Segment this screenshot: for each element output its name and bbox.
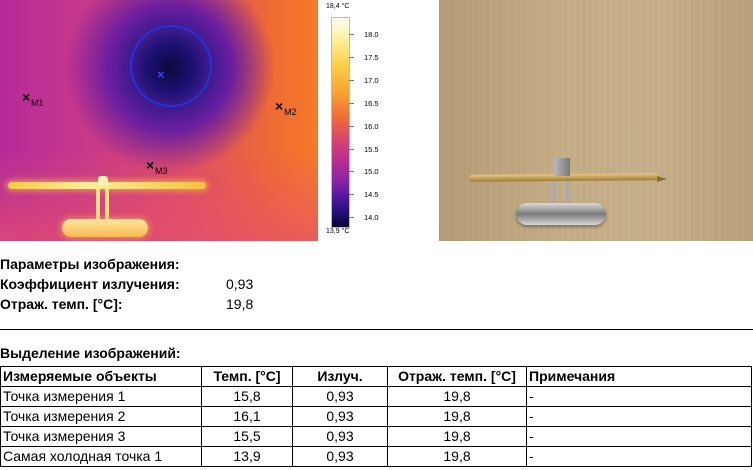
photo-object-leg <box>552 181 556 211</box>
emissivity-value: 0,93 <box>226 276 254 292</box>
table-cell: 16,1 <box>201 406 293 427</box>
scale-tick-mark <box>349 148 354 150</box>
thermal-object-bar <box>8 182 206 189</box>
cross-icon: × <box>275 98 284 114</box>
table-cell: 0,93 <box>292 406 388 427</box>
scale-tick-mark <box>349 171 354 173</box>
visual-photo <box>439 0 753 241</box>
thermal-object-leg <box>96 189 100 231</box>
scale-tick-mark <box>349 56 354 58</box>
column-header: Измеряемые объекты <box>0 366 202 387</box>
measurements-table: Измеряемые объекты Темп. [°C] Излуч. Отр… <box>0 366 752 467</box>
table-cell: 15,5 <box>201 426 293 447</box>
table-cell: - <box>526 446 752 467</box>
scale-tick-mark <box>349 102 354 104</box>
scale-tick-label: 15.0 <box>364 167 379 177</box>
table-header-row: Измеряемые объекты Темп. [°C] Излуч. Отр… <box>0 366 752 387</box>
scale-tick-label: 18.0 <box>364 30 379 39</box>
table-cell: 19,8 <box>387 406 527 427</box>
scale-tick-label: 17.5 <box>364 52 379 62</box>
scale-tick-label: 14.0 <box>364 213 379 223</box>
table-cell: 0,93 <box>292 426 388 447</box>
table-cell: - <box>526 406 752 427</box>
table-cell: 0,93 <box>292 446 388 467</box>
scale-tick-label: 17.0 <box>364 75 379 85</box>
table-cell: 19,8 <box>387 426 527 447</box>
refl-temp-value: 19,8 <box>226 296 254 312</box>
thermal-object-base <box>62 219 148 237</box>
table-cell: 13,9 <box>201 446 293 467</box>
scale-tick-mark <box>349 79 354 81</box>
marker-label: M1 <box>31 98 44 108</box>
scale-tick-label: 16.0 <box>364 121 379 131</box>
scale-tick-mark <box>349 194 354 196</box>
scale-max-label: 18,4 °C <box>326 3 350 10</box>
column-header: Отраж. темп. [°C] <box>387 366 527 387</box>
column-header: Темп. [°C] <box>201 366 293 387</box>
markers-heading: Выделение изображений: <box>0 345 181 361</box>
scale-tick-label: 16.5 <box>364 98 379 108</box>
photo-object-post <box>554 158 570 176</box>
scale-min-label: 13,9 °C <box>326 228 350 235</box>
image-params-heading: Параметры изображения: <box>0 256 180 272</box>
table-cell: Точка измерения 1 <box>0 386 202 407</box>
scale-tick-mark <box>349 125 354 127</box>
scale-tick-mark <box>349 217 354 219</box>
table-cell: - <box>526 386 752 407</box>
marker-label: M3 <box>155 166 168 176</box>
cross-icon: × <box>22 89 31 105</box>
thermal-object-leg <box>105 189 109 231</box>
color-scale-bar <box>331 17 350 228</box>
scale-tick-label: 15.5 <box>364 144 379 154</box>
refl-temp-label: Отраж. темп. [°C]: <box>0 296 123 312</box>
table-cell: Точка измерения 3 <box>0 426 202 447</box>
table-row: Самая холодная точка 1 13,9 0,93 19,8 - <box>0 446 752 467</box>
photo-object-leg <box>566 181 570 211</box>
thermal-image: × × M1 × M2 × M3 <box>0 0 318 241</box>
marker-label: M2 <box>284 107 297 117</box>
table-row: Точка измерения 2 16,1 0,93 19,8 - <box>0 406 752 427</box>
column-header: Примечания <box>526 366 752 387</box>
table-cell: 0,93 <box>292 386 388 407</box>
section-divider <box>0 329 753 330</box>
column-header: Излуч. <box>292 366 388 387</box>
table-cell: 15,8 <box>201 386 293 407</box>
coldest-point-circle <box>130 25 212 107</box>
scale-tick-label: 14.5 <box>364 190 379 200</box>
table-row: Точка измерения 1 15,8 0,93 19,8 - <box>0 386 752 407</box>
photo-object-base <box>516 203 606 225</box>
cross-icon: × <box>146 157 155 173</box>
emissivity-label: Коэффициент излучения: <box>0 276 180 292</box>
table-cell: Точка измерения 2 <box>0 406 202 427</box>
table-cell: 19,8 <box>387 386 527 407</box>
table-row: Точка измерения 3 15,5 0,93 19,8 - <box>0 426 752 447</box>
table-cell: 19,8 <box>387 446 527 467</box>
thermal-object-post <box>98 176 108 186</box>
photo-object-tip <box>657 176 667 182</box>
table-cell: - <box>526 426 752 447</box>
table-cell: Самая холодная точка 1 <box>0 446 202 467</box>
coldest-point-cross-icon: × <box>157 67 165 82</box>
scale-tick-mark <box>349 34 354 35</box>
thermal-lower-gradient <box>0 150 318 241</box>
